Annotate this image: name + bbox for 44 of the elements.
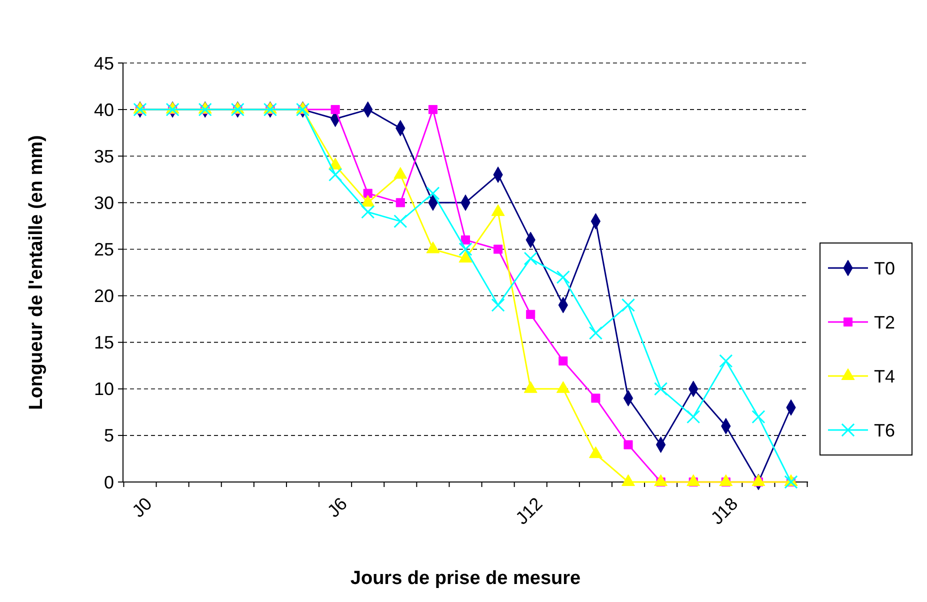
x-tick-label: J12 bbox=[512, 494, 546, 528]
legend-label: T2 bbox=[874, 312, 896, 332]
y-tick-label: 35 bbox=[94, 146, 114, 166]
point bbox=[328, 168, 342, 182]
point bbox=[396, 198, 405, 208]
point bbox=[330, 105, 340, 114]
point bbox=[524, 252, 538, 266]
x-tick-label: J18 bbox=[706, 494, 742, 528]
point bbox=[426, 186, 440, 200]
legend-label: T0 bbox=[874, 258, 896, 278]
y-tick-label: 30 bbox=[94, 192, 114, 213]
point bbox=[752, 410, 766, 424]
y-tick-label: 5 bbox=[104, 426, 114, 446]
point bbox=[719, 354, 733, 368]
point bbox=[361, 205, 375, 219]
point bbox=[394, 214, 408, 228]
y-tick-label: 45 bbox=[94, 53, 114, 74]
point bbox=[558, 356, 568, 366]
x-axis-title: Jours de prise de mesure bbox=[350, 568, 581, 589]
point bbox=[491, 298, 505, 312]
point bbox=[686, 410, 700, 424]
x-tick-label: J0 bbox=[128, 494, 156, 522]
point bbox=[428, 105, 438, 114]
point bbox=[624, 440, 633, 450]
point bbox=[588, 326, 602, 340]
point bbox=[526, 310, 536, 319]
point bbox=[494, 244, 503, 254]
point bbox=[621, 298, 636, 312]
point bbox=[591, 394, 600, 403]
y-tick-label: 15 bbox=[94, 332, 114, 353]
point bbox=[458, 242, 472, 256]
y-axis-title: Longueur de l'entaille (en mm) bbox=[26, 135, 47, 410]
legend-label: T6 bbox=[874, 420, 896, 440]
point bbox=[654, 382, 668, 396]
y-tick-label: 40 bbox=[94, 100, 114, 120]
x-tick-label: J6 bbox=[323, 494, 352, 522]
point bbox=[363, 188, 372, 198]
point bbox=[556, 270, 570, 284]
point bbox=[460, 235, 470, 244]
y-tick-label: 0 bbox=[104, 472, 114, 492]
y-tick-label: 20 bbox=[94, 286, 114, 306]
legend-label: T4 bbox=[874, 366, 896, 386]
y-tick-label: 10 bbox=[94, 379, 114, 400]
y-tick-label: 25 bbox=[94, 240, 114, 260]
